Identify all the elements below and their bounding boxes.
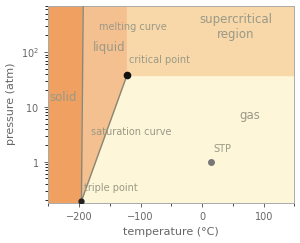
Text: STP: STP <box>213 144 231 154</box>
Text: liquid: liquid <box>92 41 125 54</box>
Text: solid: solid <box>50 91 77 104</box>
Text: saturation curve: saturation curve <box>91 127 172 137</box>
Text: triple point: triple point <box>84 183 138 193</box>
Text: critical point: critical point <box>130 55 190 65</box>
Polygon shape <box>127 0 294 75</box>
Text: melting curve: melting curve <box>99 22 166 32</box>
Polygon shape <box>48 3 83 203</box>
Text: supercritical
region: supercritical region <box>200 13 272 41</box>
X-axis label: temperature (°C): temperature (°C) <box>123 227 219 237</box>
Text: gas: gas <box>239 109 260 122</box>
Y-axis label: pressure (atm): pressure (atm) <box>6 63 16 146</box>
Polygon shape <box>81 3 127 201</box>
